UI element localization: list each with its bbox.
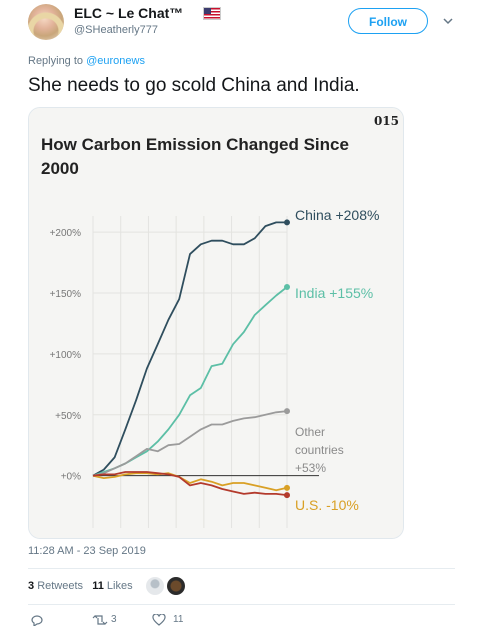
divider [28, 604, 455, 605]
series-endpoint [284, 408, 290, 415]
chart-title-line1: How Carbon Emission Changed Since [41, 135, 349, 154]
chart-title-line2: 2000 [41, 159, 79, 178]
chart-corner-label: 015 [374, 114, 399, 128]
tweet-media[interactable]: 015 How Carbon Emission Changed Since 20… [28, 107, 404, 539]
y-tick-label: +100% [50, 350, 82, 361]
retweets-label[interactable]: Retweets [37, 580, 84, 592]
y-tick-label: +200% [50, 228, 82, 239]
emissions-chart: 015 How Carbon Emission Changed Since 20… [29, 108, 403, 538]
replying-to: Replying to @euronews [28, 55, 145, 67]
series-label: India +155% [295, 285, 373, 301]
chevron-down-icon[interactable] [441, 14, 455, 28]
series-label: countries [295, 443, 344, 457]
liker-avatar[interactable] [146, 577, 164, 595]
series-line-china [92, 221, 287, 477]
mention-link[interactable]: @euronews [86, 55, 145, 67]
retweet-icon[interactable] [92, 614, 108, 626]
series-endpoint [284, 283, 290, 290]
replying-to-prefix: Replying to [28, 55, 84, 67]
follow-button[interactable]: Follow [348, 8, 428, 34]
chart-grid [92, 216, 319, 528]
display-name[interactable]: ELC ~ Le Chat™ [74, 5, 184, 21]
series-line-other-countries [92, 410, 288, 477]
retweets-count[interactable]: 3 [28, 580, 35, 592]
tweet-header: ELC ~ Le Chat™ @SHeatherly777 Follow [0, 0, 480, 52]
series-label: U.S. -10% [295, 497, 359, 513]
series-endpoint [284, 492, 290, 499]
series-label: +53% [295, 461, 326, 475]
chart-series [92, 219, 290, 499]
like-icon[interactable] [152, 614, 166, 626]
y-tick-label: +0% [61, 472, 81, 483]
y-tick-label: +150% [50, 289, 82, 300]
reply-icon[interactable] [30, 614, 44, 626]
series-line-eu [92, 471, 288, 496]
series-endpoint [284, 219, 290, 226]
series-label: China +208% [295, 207, 379, 223]
y-axis: +200% +150% +100% +50% +0% [50, 228, 82, 482]
tweet-text: She needs to go scold China and India. [28, 75, 360, 96]
series-labels: China +208% India +155% Other countries +53%… [295, 207, 379, 513]
series-line-u-s- [92, 472, 288, 492]
profile-avatar[interactable] [28, 4, 64, 40]
series-endpoint [284, 484, 290, 491]
engagement-stats: 3 Retweets 11 Likes [28, 580, 133, 592]
tweet-timestamp[interactable]: 11:28 AM - 23 Sep 2019 [28, 545, 146, 557]
divider [28, 568, 455, 569]
user-handle[interactable]: @SHeatherly777 [74, 24, 158, 36]
like-action-count: 11 [173, 614, 184, 625]
likes-label[interactable]: Likes [106, 580, 133, 592]
y-tick-label: +50% [55, 411, 81, 422]
liker-avatar[interactable] [167, 577, 185, 595]
retweet-action-count: 3 [111, 614, 117, 625]
series-label: Other [295, 425, 325, 439]
likes-count[interactable]: 11 [92, 580, 104, 592]
us-flag-icon [203, 7, 221, 20]
